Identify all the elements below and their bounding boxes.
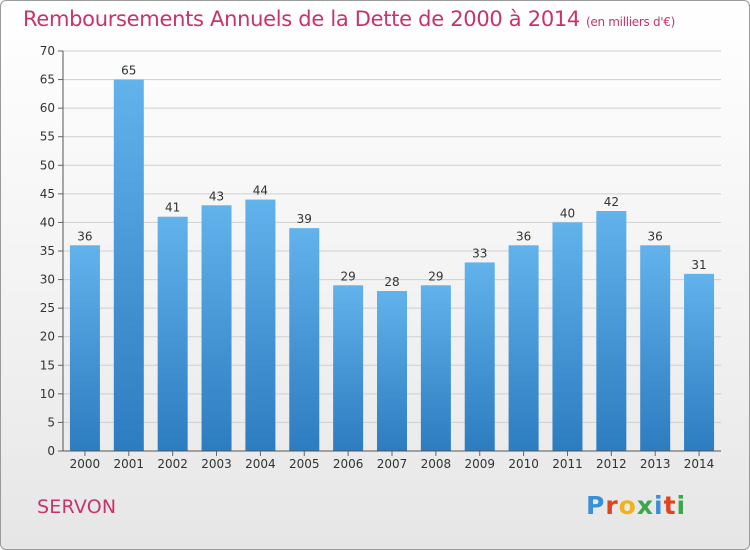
y-tick-label: 45 (40, 187, 55, 201)
y-tick-label: 50 (40, 158, 55, 172)
y-tick-label: 35 (40, 244, 55, 258)
x-tick-label: 2011 (552, 457, 583, 471)
bar-2011[interactable] (552, 222, 583, 451)
x-tick-label: 2012 (596, 457, 627, 471)
x-tick-label: 2000 (70, 457, 101, 471)
value-label-2008: 29 (428, 269, 443, 283)
town-name: SERVON (37, 496, 117, 518)
value-label-2009: 33 (472, 246, 487, 260)
x-tick-label: 2006 (333, 457, 364, 471)
logo-letter: i (654, 491, 664, 520)
y-axis-ticks: 0 5 10 15 20 25 30 35 40 45 50 55 60 65 70 (40, 44, 63, 458)
proxiti-logo[interactable]: Proxiti (586, 491, 686, 520)
x-tick-label: 2002 (157, 457, 188, 471)
bar-2012[interactable] (596, 211, 627, 451)
value-label-2001: 65 (121, 64, 136, 78)
x-tick-label: 2014 (684, 457, 715, 471)
y-tick-label: 55 (40, 130, 55, 144)
value-label-2006: 29 (340, 269, 355, 283)
logo-letter: i (676, 491, 687, 520)
y-tick-label: 15 (40, 358, 55, 372)
bar-2002[interactable] (157, 216, 188, 451)
logo-letter: t (663, 491, 677, 520)
value-label-2007: 28 (384, 275, 399, 289)
x-tick-label: 2010 (508, 457, 539, 471)
bar-2005[interactable] (289, 228, 320, 451)
x-tick-label: 2008 (421, 457, 452, 471)
bar-2003[interactable] (201, 205, 232, 451)
value-label-2011: 40 (560, 206, 575, 220)
value-labels: 36 65 41 43 44 39 29 28 29 33 36 40 42 36 31 (77, 64, 706, 289)
y-tick-label: 20 (40, 330, 55, 344)
x-tick-label: 2004 (245, 457, 276, 471)
y-tick-label: 25 (40, 301, 55, 315)
value-label-2005: 39 (297, 212, 312, 226)
y-tick-label: 30 (40, 273, 55, 287)
x-axis-ticks: 2000 2001 2002 2003 2004 2005 2006 2007 2008 2009… (70, 451, 715, 471)
bar-2004[interactable] (245, 199, 276, 451)
value-label-2010: 36 (516, 229, 531, 243)
axes (62, 51, 721, 452)
bar-2001[interactable] (113, 79, 144, 452)
value-label-2012: 42 (604, 195, 619, 209)
bars (69, 79, 715, 452)
x-tick-label: 2009 (464, 457, 495, 471)
x-tick-label: 2003 (201, 457, 232, 471)
logo-letter: P (586, 491, 606, 520)
logo-letter: o (618, 491, 637, 520)
bar-2008[interactable] (420, 285, 451, 451)
value-label-2003: 43 (209, 189, 224, 203)
value-label-2000: 36 (77, 229, 92, 243)
y-tick-label: 65 (40, 73, 55, 87)
title-text: Remboursements Annuels de la Dette de 20… (23, 7, 580, 31)
y-tick-label: 0 (47, 444, 55, 458)
value-label-2014: 31 (691, 258, 706, 272)
bar-2006[interactable] (333, 285, 364, 451)
value-label-2002: 41 (165, 201, 180, 215)
chart-title: Remboursements Annuels de la Dette de 20… (23, 7, 675, 31)
y-tick-label: 5 (47, 415, 55, 429)
value-label-2004: 44 (253, 184, 268, 198)
bar-2013[interactable] (640, 245, 671, 451)
y-tick-label: 40 (40, 215, 55, 229)
bar-2007[interactable] (377, 291, 407, 451)
y-tick-label: 60 (40, 101, 55, 115)
logo-letter: r (605, 491, 619, 520)
chart-subtitle: (en milliers d'€) (586, 15, 676, 29)
bar-2000[interactable] (69, 245, 100, 451)
x-tick-label: 2001 (114, 457, 145, 471)
x-tick-label: 2007 (377, 457, 408, 471)
x-tick-label: 2005 (289, 457, 320, 471)
y-tick-label: 10 (40, 387, 55, 401)
bar-2010[interactable] (508, 245, 539, 451)
logo-letter: x (636, 491, 654, 520)
value-label-2013: 36 (648, 229, 663, 243)
y-tick-label: 70 (40, 44, 55, 58)
x-tick-label: 2013 (640, 457, 671, 471)
bar-2009[interactable] (464, 262, 495, 451)
bar-2014[interactable] (684, 273, 715, 451)
